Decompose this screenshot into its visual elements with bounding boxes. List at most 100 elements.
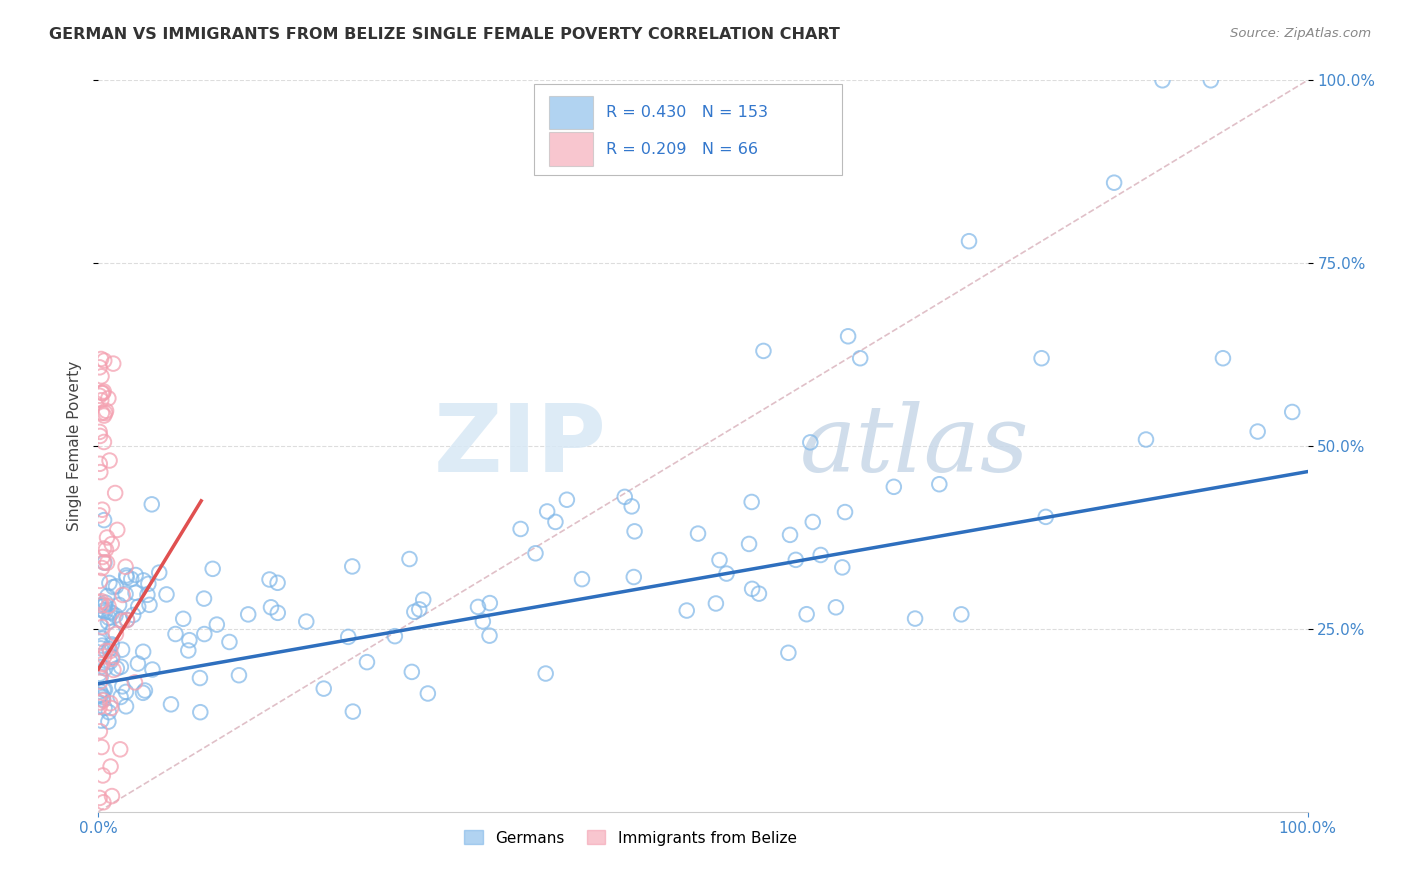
Point — [104, 486, 127, 500]
Point — [98, 453, 121, 467]
Point — [97, 615, 120, 629]
Point — [218, 635, 240, 649]
Point — [837, 329, 859, 343]
Point — [120, 572, 142, 586]
Point — [93, 701, 115, 715]
Point — [93, 513, 115, 527]
Point — [90, 369, 112, 384]
Point — [957, 234, 980, 248]
Point — [89, 670, 111, 684]
Point — [110, 613, 132, 627]
Point — [825, 600, 848, 615]
Point — [90, 393, 112, 408]
Point — [478, 629, 501, 643]
Point — [883, 480, 905, 494]
Point — [259, 573, 281, 587]
Point — [337, 630, 360, 644]
Point — [89, 595, 111, 609]
Point — [132, 574, 155, 588]
Point — [89, 429, 111, 443]
Point — [100, 637, 122, 651]
Point — [114, 559, 136, 574]
Text: GERMAN VS IMMIGRANTS FROM BELIZE SINGLE FEMALE POVERTY CORRELATION CHART: GERMAN VS IMMIGRANTS FROM BELIZE SINGLE … — [49, 27, 841, 42]
Point — [172, 612, 194, 626]
FancyBboxPatch shape — [534, 84, 842, 176]
Point — [111, 588, 134, 602]
Point — [89, 389, 111, 403]
Point — [471, 615, 494, 629]
Point — [96, 531, 118, 545]
Point — [91, 693, 114, 707]
Point — [398, 552, 420, 566]
Point — [101, 651, 124, 665]
Point — [115, 613, 138, 627]
Point — [404, 605, 426, 619]
Point — [100, 537, 122, 551]
Point — [97, 599, 120, 613]
Point — [1035, 509, 1057, 524]
Point — [124, 568, 146, 582]
Point — [509, 522, 531, 536]
Point — [91, 692, 114, 706]
Point — [89, 457, 111, 471]
Point — [928, 477, 950, 491]
Point — [741, 495, 763, 509]
Point — [94, 596, 117, 610]
Point — [260, 600, 283, 615]
Point — [115, 570, 138, 584]
Point — [127, 657, 149, 671]
Point — [93, 682, 115, 697]
Point — [90, 641, 112, 656]
Point — [342, 705, 364, 719]
Point — [90, 739, 112, 754]
Point — [91, 690, 114, 704]
Point — [89, 660, 111, 674]
Point — [98, 644, 121, 658]
Point — [799, 435, 821, 450]
Point — [89, 634, 111, 648]
Point — [675, 603, 697, 617]
Point — [132, 686, 155, 700]
Point — [93, 556, 115, 570]
Point — [93, 555, 115, 569]
Point — [89, 425, 111, 439]
Point — [105, 523, 128, 537]
Point — [796, 607, 818, 622]
Point — [416, 686, 439, 700]
Point — [134, 683, 156, 698]
Point — [115, 613, 138, 627]
Point — [478, 596, 501, 610]
Point — [91, 561, 114, 575]
Text: R = 0.209   N = 66: R = 0.209 N = 66 — [606, 142, 758, 156]
Point — [101, 789, 124, 803]
Point — [89, 684, 111, 698]
Point — [111, 614, 134, 628]
Point — [98, 655, 121, 669]
Point — [108, 598, 131, 612]
Point — [91, 549, 114, 564]
Point — [709, 553, 731, 567]
Point — [620, 500, 643, 514]
Point — [110, 690, 132, 704]
Point — [266, 575, 288, 590]
Text: Source: ZipAtlas.com: Source: ZipAtlas.com — [1230, 27, 1371, 40]
Point — [111, 679, 134, 693]
FancyBboxPatch shape — [550, 95, 593, 129]
FancyBboxPatch shape — [550, 132, 593, 166]
Point — [103, 357, 125, 371]
Point — [89, 791, 111, 805]
Point — [90, 351, 112, 366]
Point — [205, 617, 228, 632]
Point — [89, 700, 111, 714]
Point — [104, 608, 127, 623]
Point — [103, 663, 125, 677]
Point — [105, 661, 128, 675]
Point — [91, 657, 114, 672]
Point — [90, 714, 112, 728]
Point — [93, 604, 115, 618]
Point — [124, 586, 146, 600]
Text: atlas: atlas — [800, 401, 1029, 491]
Point — [623, 570, 645, 584]
Point — [90, 594, 112, 608]
Point — [613, 490, 636, 504]
